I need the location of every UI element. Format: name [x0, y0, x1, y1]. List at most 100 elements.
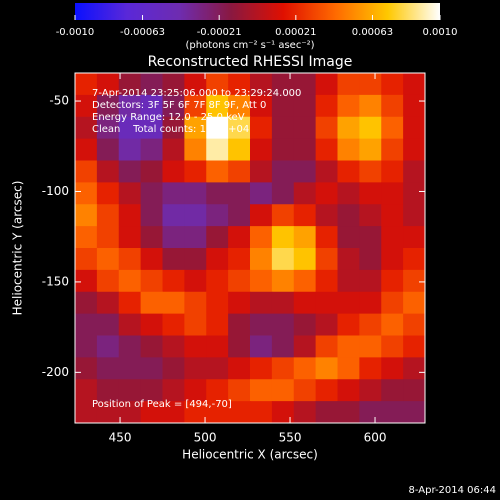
cell	[250, 226, 273, 249]
cell	[381, 335, 404, 358]
annotation: Clean Total counts: 1.23E+04	[92, 124, 249, 135]
cell	[118, 291, 142, 315]
y-axis-label: Heliocentric Y (arcsec)	[11, 181, 25, 316]
cell	[162, 160, 185, 183]
cell	[228, 357, 251, 380]
cell	[96, 182, 120, 205]
chart-title: Reconstructed RHESSI Image	[148, 54, 353, 70]
cell	[293, 379, 317, 402]
cell	[162, 138, 185, 161]
cell	[293, 357, 317, 380]
cell	[118, 160, 142, 183]
cell	[140, 269, 163, 293]
cell	[403, 335, 426, 358]
cell	[250, 160, 273, 183]
cell	[403, 94, 426, 118]
cell	[228, 204, 251, 227]
cell	[381, 182, 404, 205]
cell	[293, 313, 317, 336]
cell	[184, 379, 207, 402]
cell	[359, 291, 382, 315]
cell	[162, 116, 185, 140]
colorbar-tick-label: -0.00063	[120, 27, 165, 38]
cell	[96, 226, 120, 249]
image	[75, 73, 426, 424]
cell	[403, 248, 426, 271]
cell	[337, 291, 360, 315]
cell	[96, 335, 120, 358]
y-tick-label: -150	[42, 274, 69, 288]
footer: 8-Apr-2014 06:44	[409, 485, 496, 496]
annotation: Position of Peak = [494,-70]	[92, 399, 232, 410]
cell	[337, 269, 360, 293]
cell	[293, 138, 317, 161]
cell	[359, 269, 382, 293]
x-axis-label: Heliocentric X (arcsec)	[182, 448, 318, 462]
cell	[75, 182, 98, 205]
cell	[359, 182, 382, 205]
cell	[118, 379, 142, 402]
cell	[184, 204, 207, 227]
cell	[140, 204, 163, 227]
cell	[250, 269, 273, 293]
cell	[359, 379, 382, 402]
cell	[206, 73, 229, 96]
cell	[271, 335, 295, 358]
cell	[359, 226, 382, 249]
cell	[140, 291, 163, 315]
cell	[75, 226, 98, 249]
cell	[118, 269, 142, 293]
cell	[337, 335, 360, 358]
cell	[271, 138, 295, 161]
cell	[271, 269, 295, 293]
cell	[381, 248, 404, 271]
cell	[293, 73, 317, 96]
cell	[359, 204, 382, 227]
cell	[75, 138, 98, 161]
cell	[250, 138, 273, 161]
cell	[381, 357, 404, 380]
cell	[140, 182, 163, 205]
cell	[315, 357, 338, 380]
cell	[75, 160, 98, 183]
cell	[315, 269, 338, 293]
cell	[337, 94, 360, 118]
cell	[250, 335, 273, 358]
colorbar-tick-label: 0.0010	[423, 27, 458, 38]
cell	[293, 291, 317, 315]
cell	[315, 204, 338, 227]
cell	[337, 116, 360, 140]
cell	[206, 160, 229, 183]
cell	[271, 73, 295, 96]
cell	[228, 160, 251, 183]
cell	[381, 160, 404, 183]
cell	[75, 116, 98, 140]
cell	[403, 204, 426, 227]
cell	[403, 291, 426, 315]
cell	[315, 94, 338, 118]
cell	[162, 248, 185, 271]
cell	[403, 313, 426, 336]
cell	[96, 357, 120, 380]
cell	[315, 248, 338, 271]
cell	[337, 401, 360, 424]
annotation: Detectors: 3F 5F 6F 7F 8F 9F, Att 0	[92, 100, 266, 111]
cell	[250, 357, 273, 380]
cell	[184, 248, 207, 271]
cell	[184, 401, 207, 424]
cell	[140, 160, 163, 183]
cell	[206, 138, 229, 161]
colorbar-tick-label: -0.0010	[56, 27, 95, 38]
cell	[381, 116, 404, 140]
cell	[293, 94, 317, 118]
cell	[140, 401, 163, 424]
cell	[118, 357, 142, 380]
cell	[96, 313, 120, 336]
cell	[359, 94, 382, 118]
cell	[96, 204, 120, 227]
colorbar	[75, 3, 440, 20]
cell	[271, 204, 295, 227]
cell	[403, 379, 426, 402]
cell	[140, 335, 163, 358]
cell	[228, 379, 251, 402]
